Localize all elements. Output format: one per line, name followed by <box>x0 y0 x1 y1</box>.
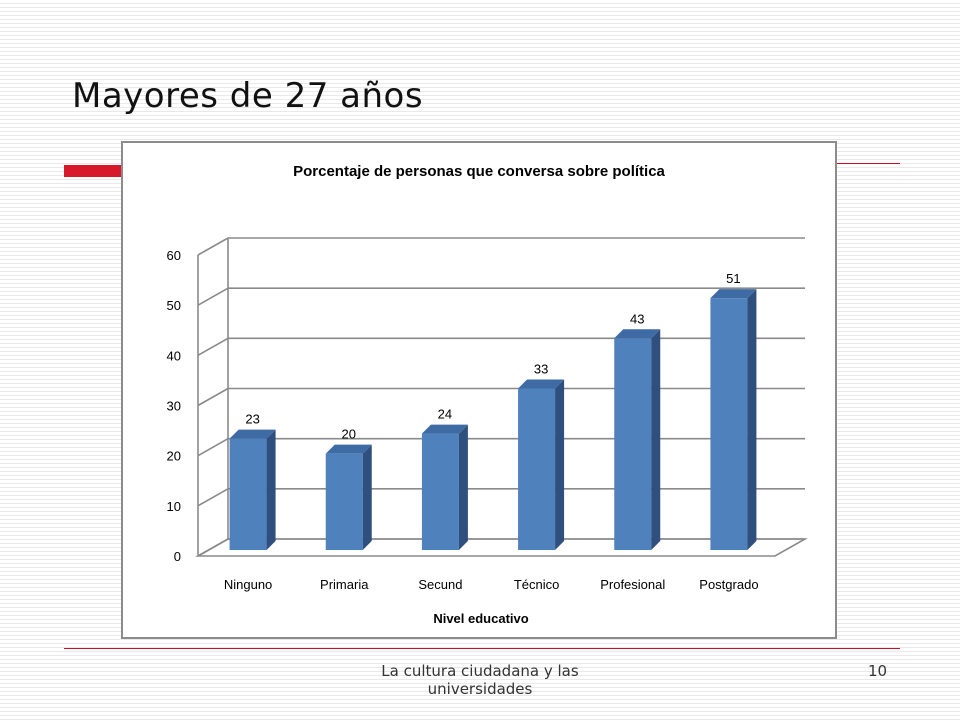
gridline-diagonal <box>197 488 229 507</box>
data-label: 24 <box>438 407 452 422</box>
bar-side <box>458 424 468 550</box>
bar <box>325 453 363 550</box>
bar-top <box>421 424 468 434</box>
data-label: 51 <box>726 271 740 286</box>
y-tick-label: 60 <box>167 248 181 263</box>
data-label: 33 <box>534 361 548 376</box>
bar-side <box>555 379 565 550</box>
chart-frame: Porcentaje de personas que conversa sobr… <box>121 141 837 639</box>
y-tick-label: 10 <box>167 499 181 514</box>
gridline-diagonal <box>197 237 229 256</box>
gridline-diagonal <box>197 387 229 407</box>
labels-layer: 23 Ninguno 20 Primaria 24 Secund 33 Técnico 43 Pr… <box>224 271 759 592</box>
bar-top <box>518 379 565 389</box>
bar <box>421 433 459 550</box>
y-tick-label: 20 <box>167 449 181 464</box>
bar <box>229 438 267 550</box>
bar-chart: Porcentaje de personas que conversa sobr… <box>167 163 809 626</box>
y-tick-label: 50 <box>167 298 181 313</box>
data-label: 23 <box>245 412 259 427</box>
chart-title: Porcentaje de personas que conversa sobr… <box>293 163 665 180</box>
accent-line-bottom <box>64 648 900 649</box>
bar-top <box>325 444 372 454</box>
bar <box>614 338 652 550</box>
slide-title: Mayores de 27 años <box>72 76 424 116</box>
x-tick-label: Secund <box>418 577 462 592</box>
bar <box>518 388 556 550</box>
bar-top <box>614 329 661 339</box>
x-tick-label: Técnico <box>514 577 560 592</box>
bar <box>710 298 748 550</box>
data-label: 43 <box>630 311 644 326</box>
y-tick-label: 40 <box>167 348 181 363</box>
y-tick-label: 0 <box>174 549 181 564</box>
x-tick-label: Postgrado <box>699 577 758 592</box>
bar-top <box>229 429 276 439</box>
gridline-diagonal <box>197 437 229 457</box>
floor <box>194 538 809 557</box>
gridline-diagonal <box>197 287 229 306</box>
gridline-diagonal <box>197 337 229 357</box>
x-tick-label: Ninguno <box>224 577 272 592</box>
bar-side <box>266 429 276 550</box>
x-tick-label: Profesional <box>600 577 665 592</box>
x-axis-title: Nivel educativo <box>433 611 528 626</box>
y-tick-label: 30 <box>167 399 181 414</box>
footer-text: La cultura ciudadana y las universidades <box>381 662 579 698</box>
bar-side <box>747 289 757 550</box>
accent-block <box>64 165 124 177</box>
bars-layer <box>229 289 757 550</box>
grid-layer: 0 10 20 30 40 50 60 <box>167 237 809 564</box>
bar-side <box>651 329 661 550</box>
x-tick-label: Primaria <box>320 577 369 592</box>
bar-top <box>710 289 757 299</box>
page-number: 10 <box>868 662 888 680</box>
bar-side <box>362 444 372 550</box>
data-label: 20 <box>342 427 356 442</box>
